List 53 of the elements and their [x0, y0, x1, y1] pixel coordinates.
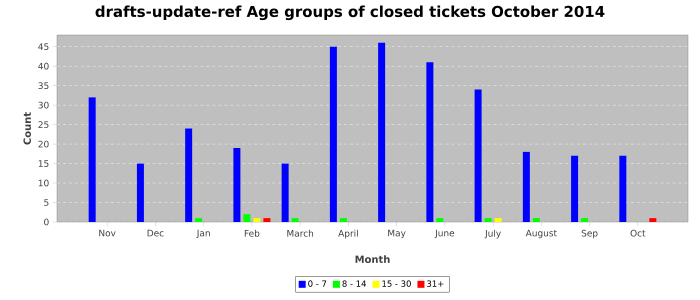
y-tick-label: 20	[38, 140, 49, 148]
y-tick-label: 0	[44, 218, 49, 226]
bar	[185, 128, 192, 222]
bar	[522, 152, 530, 222]
legend-label: 8 - 14	[342, 280, 366, 287]
x-tick-label: Jan	[196, 230, 210, 238]
bar	[253, 218, 260, 222]
bar	[532, 218, 540, 222]
bar	[330, 46, 337, 222]
bar	[136, 164, 144, 222]
bar	[263, 218, 270, 222]
x-tick-label: May	[388, 230, 406, 238]
bar	[88, 97, 96, 222]
bar	[649, 218, 656, 222]
x-tick-label: July	[484, 230, 501, 238]
bar	[426, 62, 434, 222]
legend-label: 15 - 30	[382, 280, 411, 287]
y-tick-label: 45	[38, 43, 48, 50]
legend-label: 31+	[427, 280, 444, 287]
bar	[282, 164, 289, 222]
x-tick-label: Sep	[582, 230, 598, 238]
bar	[581, 218, 588, 222]
x-tick-label: June	[434, 230, 454, 238]
bar	[195, 218, 202, 222]
x-axis-title: Month	[356, 255, 390, 263]
bar	[571, 156, 578, 222]
x-tick-label: April	[338, 230, 358, 238]
x-tick-label: Oct	[630, 230, 646, 237]
chart-title: drafts-update-ref Age groups of closed tickets October 2014	[96, 6, 604, 20]
x-tick-label: Dec	[148, 230, 164, 236]
bar	[233, 148, 240, 222]
bar	[292, 218, 299, 222]
bar	[494, 218, 502, 222]
bar	[474, 90, 482, 222]
y-tick-label: 35	[38, 82, 48, 90]
y-tick-label: 30	[38, 102, 49, 109]
legend-label: 0 - 7	[308, 280, 326, 287]
x-tick-label: March	[287, 230, 314, 237]
bar	[436, 218, 444, 222]
x-tick-label: Feb	[244, 230, 260, 237]
y-tick-label: 40	[38, 62, 49, 70]
y-tick-label: 10	[38, 180, 49, 186]
bar	[340, 218, 347, 222]
x-tick-label: August	[526, 230, 557, 238]
bar	[378, 42, 386, 222]
x-tick-label: Nov	[99, 230, 116, 236]
y-tick-label: 5	[44, 199, 48, 206]
y-axis-title: Count	[23, 112, 31, 145]
bar	[619, 156, 626, 222]
y-tick-label: 15	[38, 160, 48, 167]
y-tick-label: 25	[38, 121, 48, 128]
bar	[484, 218, 492, 222]
bar	[243, 214, 250, 222]
